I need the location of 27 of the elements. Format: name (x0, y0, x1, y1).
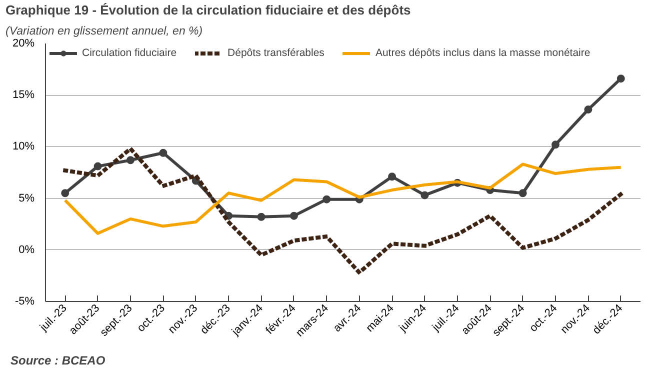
line-series (64, 162, 622, 235)
point (94, 162, 102, 170)
y-tick-label: 5% (18, 192, 35, 204)
point (126, 156, 134, 164)
point (257, 212, 266, 221)
point (159, 148, 168, 157)
y-tick-label: 20% (12, 38, 35, 50)
point (322, 195, 331, 204)
legend-label: Dépôts transférables (228, 47, 324, 59)
y-tick-label: -5% (14, 296, 35, 308)
point (518, 189, 527, 198)
line-series (63, 146, 623, 275)
legend-label: Circulation fiduciaire (82, 47, 177, 59)
point (290, 212, 298, 220)
y-tick-label: 15% (12, 89, 35, 102)
chart-subtitle: (Variation en glissement annuel, en %) (6, 26, 203, 38)
point (616, 74, 625, 83)
y-tick-label: 0% (18, 244, 35, 256)
point (388, 172, 396, 181)
y-tick-label: 10% (12, 140, 35, 153)
chart-title: Graphique 19 - Évolution de la circulation fiduciaire et des dépôts (6, 2, 411, 18)
source-note: Source : BCEAO (10, 354, 106, 368)
legend-label: Autres dépôts inclus dans la masse monétaire (375, 47, 590, 59)
point (420, 191, 429, 200)
point (61, 189, 70, 198)
point (584, 106, 592, 114)
point (552, 140, 560, 149)
